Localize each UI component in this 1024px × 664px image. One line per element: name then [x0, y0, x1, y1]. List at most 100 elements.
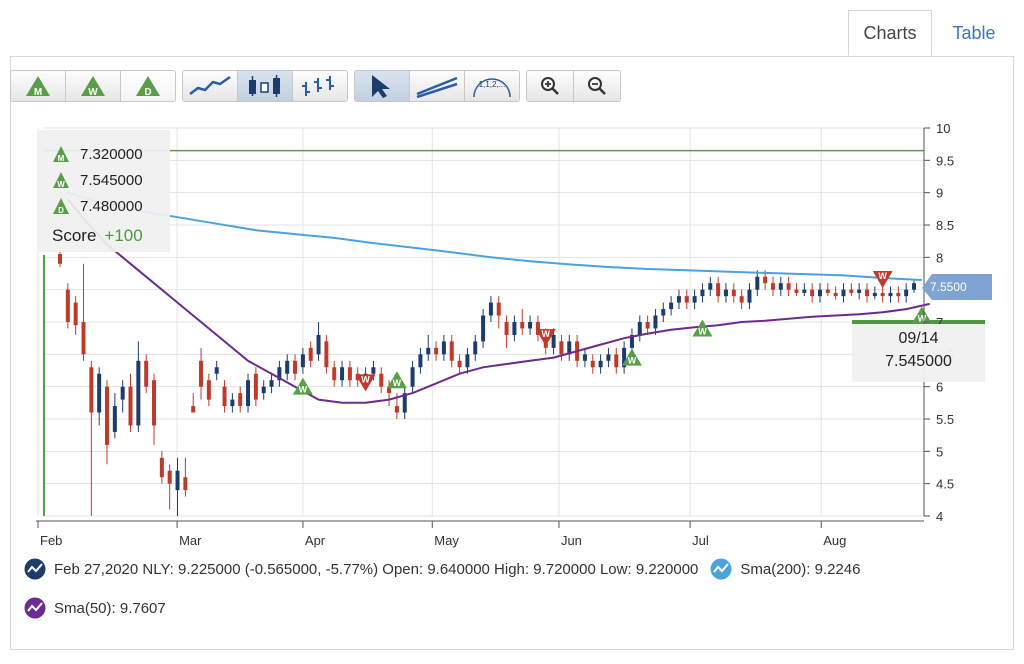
signal-triangle	[872, 270, 893, 288]
svg-text:M: M	[58, 154, 65, 163]
candle	[418, 347, 423, 374]
candle	[708, 276, 713, 297]
candle-body	[872, 292, 877, 297]
candle-body	[512, 322, 517, 335]
candle	[880, 286, 885, 303]
candle-body	[293, 360, 298, 374]
candle	[904, 283, 909, 303]
weekly-score-value: 7.545000	[80, 171, 143, 189]
candle	[747, 283, 752, 310]
candle-body	[183, 477, 188, 491]
y-tick-label: 5.5	[936, 412, 954, 427]
candle-body	[449, 341, 454, 361]
candle-body	[206, 380, 211, 400]
candle-body	[324, 341, 329, 368]
weekly-score-row: W 7.545000	[52, 170, 143, 190]
zoom-in-icon	[541, 77, 559, 95]
score-total: Score +100	[52, 226, 143, 246]
trendline-tool-button[interactable]	[410, 71, 465, 101]
candle	[496, 296, 501, 329]
candle-body	[817, 289, 822, 297]
ohlc-chart-button[interactable]	[293, 71, 347, 101]
daily-signal-icon: D	[136, 76, 160, 98]
candle	[175, 457, 180, 516]
candle-body	[676, 296, 681, 303]
candle	[340, 360, 345, 387]
candle	[488, 296, 493, 322]
candle	[739, 289, 744, 310]
price-badge-shape	[922, 274, 992, 300]
candle	[410, 360, 415, 394]
candle-body	[97, 373, 102, 413]
candle-body	[300, 354, 305, 368]
candle	[191, 393, 196, 413]
candle-body	[120, 386, 125, 400]
candle-body	[700, 289, 705, 297]
candle	[293, 354, 298, 381]
candle	[58, 250, 62, 268]
tab-table[interactable]: Table	[952, 22, 996, 43]
signal-triangle	[621, 348, 642, 366]
zoom-in-button[interactable]	[527, 71, 574, 101]
candle-body	[645, 322, 650, 329]
svg-text:D: D	[144, 87, 151, 98]
view-tabs: Charts Table	[848, 10, 1016, 56]
candle	[888, 286, 893, 303]
signal-triangle	[911, 306, 932, 324]
buy-signal-icon: W	[621, 348, 642, 366]
candle	[606, 347, 611, 368]
monthly-signal-button[interactable]: M	[11, 71, 66, 101]
candle-body	[684, 296, 689, 303]
candle	[833, 286, 838, 300]
candle	[755, 270, 760, 297]
candle	[206, 373, 211, 407]
candle	[402, 386, 407, 419]
signal-letter: W	[918, 314, 927, 324]
candlestick-chart-icon	[249, 75, 280, 97]
svg-text:1,1,2,...: 1,1,2,...	[479, 80, 506, 89]
candle	[778, 276, 783, 297]
candle	[849, 283, 854, 297]
legend-sma50[interactable]: Sma(50): 9.7607	[24, 597, 166, 619]
candle-body	[261, 386, 266, 394]
zoom-out-button[interactable]	[574, 71, 620, 101]
sell-signal-icon: W	[355, 374, 376, 392]
candle-body	[246, 380, 251, 407]
price-series-icon	[24, 558, 46, 580]
candle-body	[535, 322, 540, 335]
candle-body	[191, 406, 196, 413]
weekly-signal-button[interactable]: W	[66, 71, 121, 101]
monthly-score-row: M 7.320000	[52, 144, 143, 164]
candlestick-chart-button[interactable]	[238, 71, 293, 101]
fibonacci-tool-button[interactable]: 1,1,2,...	[465, 71, 519, 101]
legend-ohlc[interactable]: Feb 27,2020 NLY: 9.225000 (-0.565000, -5…	[24, 558, 860, 580]
buy-signal-icon: W	[386, 371, 407, 389]
zoom-out-icon	[588, 77, 606, 95]
candle-body	[238, 393, 243, 407]
sma200-line	[67, 191, 922, 281]
signal-score-panel: M 7.320000 W 7.545000 D 7.480000 Score +1…	[38, 130, 170, 252]
y-tick-label: 4	[936, 509, 943, 524]
candle	[457, 354, 462, 374]
daily-signal-button[interactable]: D	[121, 71, 175, 101]
candle	[669, 296, 674, 316]
drawing-tools-group: 1,1,2,...	[354, 70, 520, 102]
candle-body	[136, 360, 141, 426]
pointer-tool-button[interactable]	[355, 71, 410, 101]
candle-body	[857, 289, 862, 293]
candle-body	[739, 296, 744, 303]
line-chart-button[interactable]	[183, 71, 238, 101]
weekly-signal-icon: W	[53, 172, 69, 189]
tab-charts[interactable]: Charts	[848, 10, 932, 56]
candle-body	[418, 354, 423, 368]
candle	[614, 347, 619, 374]
signal-letter: W	[628, 356, 637, 366]
candle-body	[567, 341, 572, 355]
candle	[347, 360, 352, 387]
signal-triangle	[692, 319, 713, 337]
candle	[324, 334, 329, 374]
candle-body	[794, 289, 799, 293]
candle-body	[308, 347, 313, 361]
legend-sma200-text: Sma(200): 9.2246	[740, 560, 861, 578]
